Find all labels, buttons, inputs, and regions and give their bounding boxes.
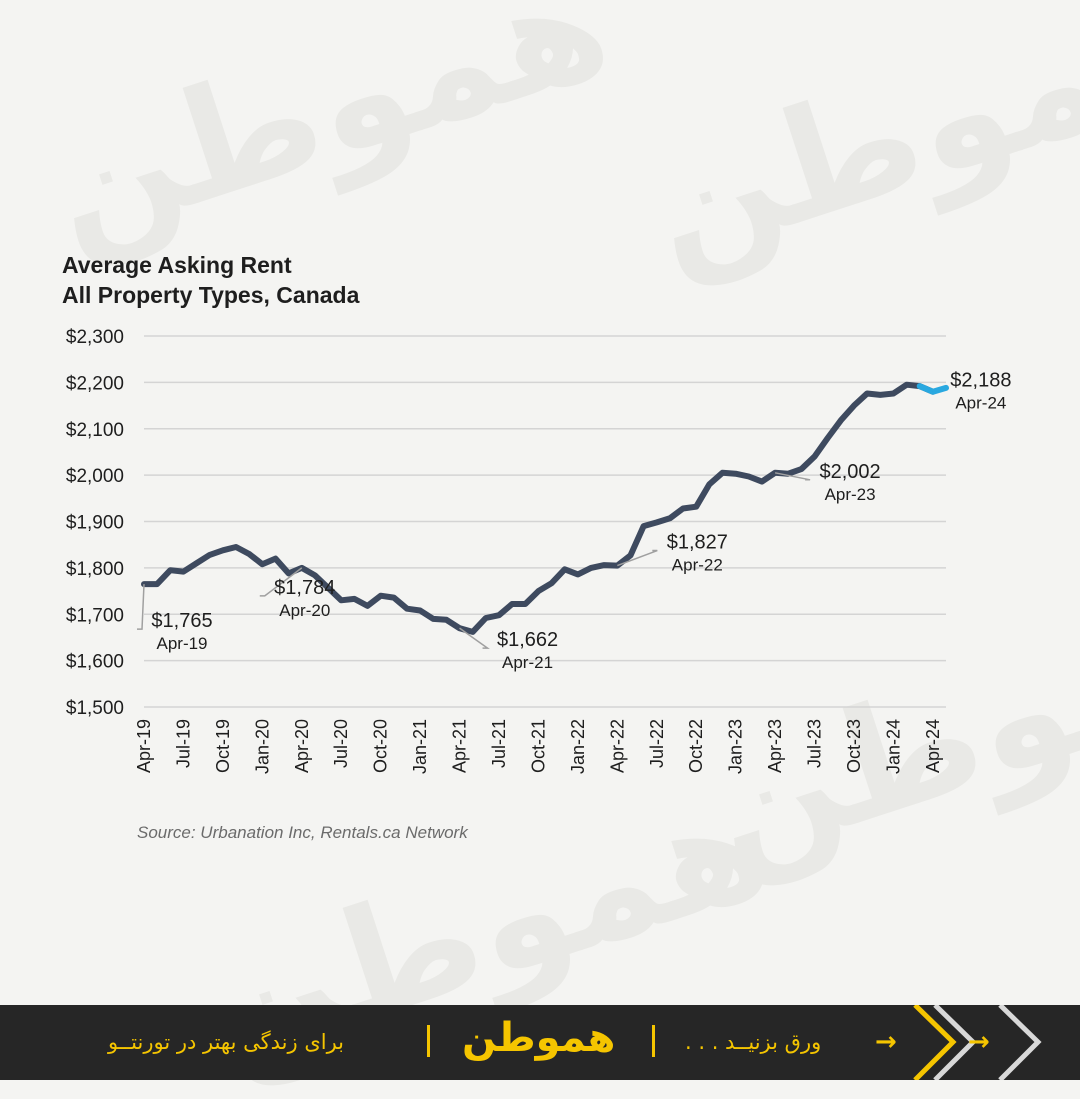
- series-line: [144, 385, 933, 632]
- x-tick-label: Jul-23: [805, 719, 825, 768]
- data-label-date: Apr-20: [279, 601, 330, 620]
- x-tick-label: Jul-21: [489, 719, 509, 768]
- x-tick-label: Apr-19: [134, 719, 154, 773]
- x-tick-label: Jan-21: [410, 719, 430, 774]
- y-tick-label: $2,300: [66, 327, 124, 348]
- data-label-value: $1,662: [497, 629, 558, 651]
- y-tick-label: $1,900: [66, 513, 124, 534]
- x-tick-label: Oct-22: [686, 719, 706, 773]
- x-tick-label: Jan-23: [726, 719, 746, 774]
- y-tick-label: $1,600: [66, 652, 124, 673]
- x-tick-label: Apr-22: [607, 719, 627, 773]
- y-tick-label: $2,200: [66, 373, 124, 394]
- data-label-value: $2,002: [819, 461, 880, 483]
- data-label-date: Apr-22: [672, 556, 723, 575]
- next-arrow-icon[interactable]: →: [968, 1027, 990, 1057]
- x-tick-label: Jul-22: [647, 719, 667, 768]
- swipe-arrow-icon: →: [875, 1027, 897, 1057]
- data-label-date: Apr-19: [156, 634, 207, 653]
- annotation-leader: [137, 584, 144, 629]
- x-tick-label: Jan-20: [252, 719, 272, 774]
- x-tick-label: Jan-24: [883, 719, 903, 774]
- brand-logo: هموطن: [462, 1015, 615, 1061]
- x-tick-label: Jul-19: [173, 719, 193, 768]
- line-chart: $1,500 $1,600 $1,700 $1,800 $1,900 $2,000 $2,1…: [0, 0, 1080, 820]
- swipe-hint[interactable]: ورق بزنیــد . . .: [685, 1030, 821, 1054]
- x-tick-label: Oct-23: [844, 719, 864, 773]
- y-tick-label: $2,000: [66, 466, 124, 487]
- y-tick-label: $1,700: [66, 605, 124, 626]
- footer-tagline: برای زندگی بهتر در تورنتــو: [108, 1030, 344, 1054]
- data-label-value: $1,784: [274, 577, 335, 599]
- y-tick-label: $1,800: [66, 559, 124, 580]
- x-tick-label: Oct-19: [213, 719, 233, 773]
- footer-separator: [652, 1025, 655, 1057]
- x-tick-label: Apr-20: [292, 719, 312, 773]
- x-tick-label: Oct-21: [528, 719, 548, 773]
- data-label-value: $2,188: [950, 370, 1011, 392]
- data-label-value: $1,765: [151, 610, 212, 632]
- x-tick-label: Jan-22: [568, 719, 588, 774]
- data-label-date: Apr-23: [825, 485, 876, 504]
- x-tick-label: Apr-21: [450, 719, 470, 773]
- x-tick-label: Jul-20: [331, 719, 351, 768]
- data-label-date: Apr-24: [955, 394, 1006, 413]
- footer-banner: برای زندگی بهتر در تورنتــو هموطن → ورق …: [0, 1005, 1080, 1080]
- data-label-date: Apr-21: [502, 653, 553, 672]
- x-tick-label: Apr-24: [923, 719, 943, 773]
- chart-source: Source: Urbanation Inc, Rentals.ca Netwo…: [137, 823, 468, 843]
- y-tick-label: $1,500: [66, 698, 124, 719]
- y-tick-label: $2,100: [66, 420, 124, 441]
- series-line-latest: [920, 386, 946, 392]
- x-tick-label: Apr-23: [765, 719, 785, 773]
- data-label-value: $1,827: [667, 532, 728, 554]
- footer-separator: [427, 1025, 430, 1057]
- x-tick-label: Oct-20: [371, 719, 391, 773]
